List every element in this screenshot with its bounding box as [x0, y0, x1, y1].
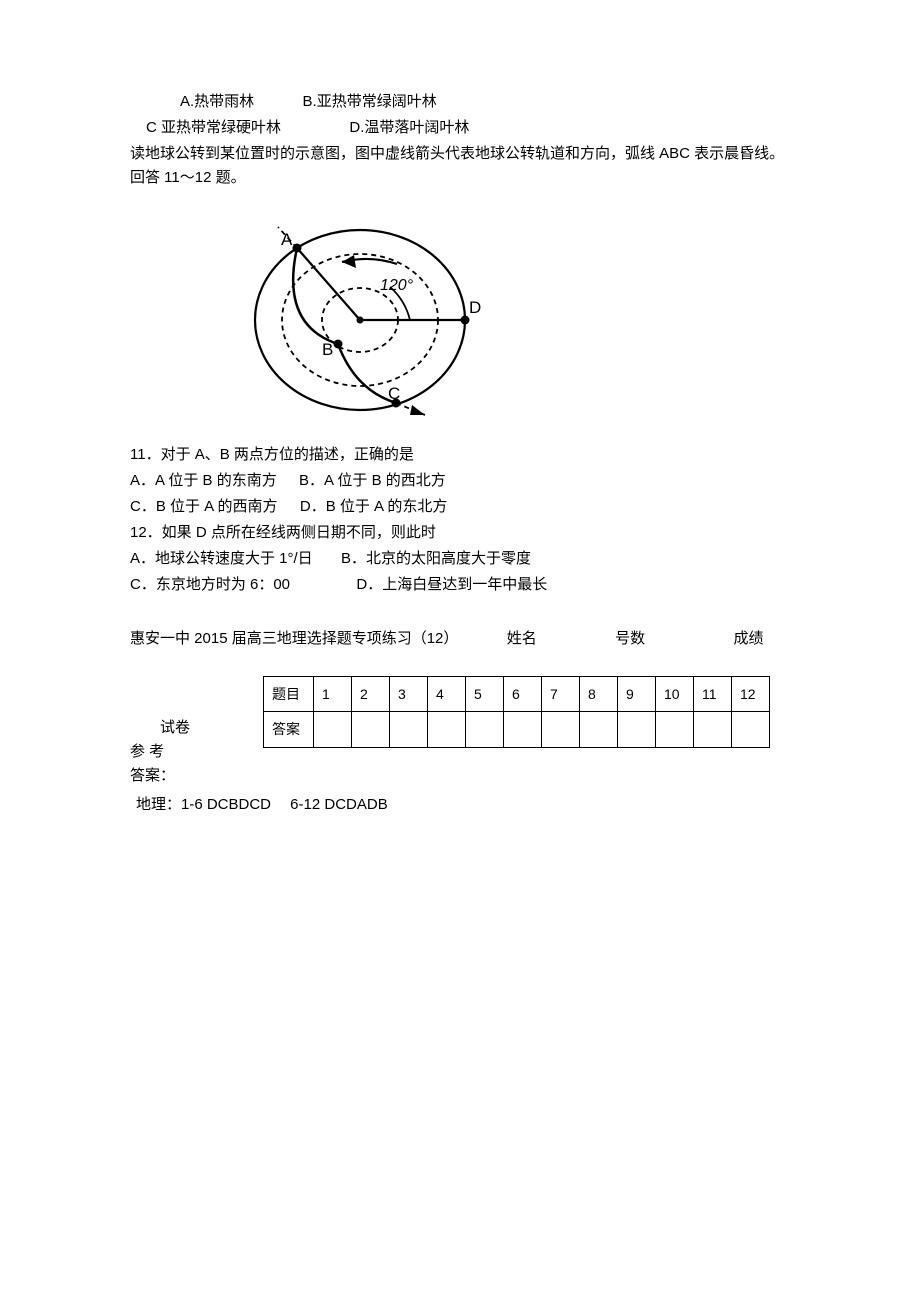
name-label: 姓名	[507, 630, 537, 647]
table-row: 答案	[264, 712, 770, 747]
col-1: 1	[314, 677, 352, 712]
left-label: 试卷 参 考	[130, 676, 190, 764]
number-label: 号数	[615, 630, 645, 647]
q11-option-d: D．B 位于 A 的东北方	[300, 498, 448, 515]
col-2: 2	[352, 677, 390, 712]
left-l3: 答案：	[130, 764, 790, 788]
q11-option-a: A．A 位于 B 的东南方	[130, 472, 277, 489]
worksheet-header: 惠安一中 2015 届高三地理选择题专项练习（12） 姓名 号数 成绩	[130, 627, 790, 651]
label-c: C	[388, 384, 400, 403]
ans-cell	[466, 712, 504, 747]
answer-key: 地理：1-6 DCBDCD 6-12 DCDADB	[130, 793, 790, 817]
col-12: 12	[732, 677, 770, 712]
q10-option-d: D.温带落叶阔叶林	[349, 119, 469, 136]
q10-line2: C 亚热带常绿硬叶林 D.温带落叶阔叶林	[130, 116, 790, 140]
score-label: 成绩	[733, 630, 763, 647]
q11-stem: 11．对于 A、B 两点方位的描述，正确的是	[130, 443, 790, 467]
q12-option-a: A．地球公转速度大于 1°/日	[130, 550, 313, 567]
ans-cell	[390, 712, 428, 747]
col-3: 3	[390, 677, 428, 712]
row1-label: 题目	[264, 677, 314, 712]
earth-diagram: A B C D 120°	[230, 205, 790, 428]
ans-cell	[694, 712, 732, 747]
ans-cell	[732, 712, 770, 747]
ans-cell	[504, 712, 542, 747]
q11-option-c: C．B 位于 A 的西南方	[130, 498, 278, 515]
table-row: 题目 1 2 3 4 5 6 7 8 9 10 11 12	[264, 677, 770, 712]
row2-label: 答案	[264, 712, 314, 747]
q12-option-b: B．北京的太阳高度大于零度	[341, 550, 531, 567]
label-d: D	[469, 298, 481, 317]
q12-line2: C．东京地方时为 6：00 D．上海白昼达到一年中最长	[130, 573, 790, 597]
ans-cell	[542, 712, 580, 747]
col-6: 6	[504, 677, 542, 712]
col-11: 11	[694, 677, 732, 712]
ans-cell	[314, 712, 352, 747]
col-4: 4	[428, 677, 466, 712]
q10-option-a: A.热带雨林	[180, 93, 254, 110]
q12-line1: A．地球公转速度大于 1°/日 B．北京的太阳高度大于零度	[130, 547, 790, 571]
q11-line1: A．A 位于 B 的东南方 B．A 位于 B 的西北方	[130, 469, 790, 493]
intro-text: 读地球公转到某位置时的示意图，图中虚线箭头代表地球公转轨道和方向，弧线 ABC …	[130, 142, 790, 190]
col-10: 10	[656, 677, 694, 712]
col-7: 7	[542, 677, 580, 712]
q11-option-b: B．A 位于 B 的西北方	[299, 472, 446, 489]
ans-cell	[656, 712, 694, 747]
col-8: 8	[580, 677, 618, 712]
ans-cell	[428, 712, 466, 747]
worksheet-title: 惠安一中 2015 届高三地理选择题专项练习（12）	[130, 630, 458, 647]
q10-line1: A.热带雨林 B.亚热带常绿阔叶林	[130, 90, 790, 114]
label-angle: 120°	[380, 277, 414, 294]
left-l2: 参 考	[130, 740, 190, 764]
label-a: A	[281, 230, 293, 249]
q11-line2: C．B 位于 A 的西南方 D．B 位于 A 的东北方	[130, 495, 790, 519]
q12-option-d: D．上海白昼达到一年中最长	[356, 576, 547, 593]
q10-option-c: C 亚热带常绿硬叶林	[146, 119, 281, 136]
col-5: 5	[466, 677, 504, 712]
answer-table: 题目 1 2 3 4 5 6 7 8 9 10 11 12 答案	[263, 676, 770, 748]
answer-table-section: 试卷 参 考 题目 1 2 3 4 5 6 7 8 9 10 11 12 答案	[130, 676, 790, 764]
q12-option-c: C．东京地方时为 6：00	[130, 576, 290, 593]
left-l1: 试卷	[130, 716, 190, 740]
col-9: 9	[618, 677, 656, 712]
q12-stem: 12．如果 D 点所在经线两侧日期不同，则此时	[130, 521, 790, 545]
label-b: B	[322, 340, 333, 359]
ans-cell	[618, 712, 656, 747]
q10-option-b: B.亚热带常绿阔叶林	[303, 93, 437, 110]
ans-cell	[352, 712, 390, 747]
ans-cell	[580, 712, 618, 747]
